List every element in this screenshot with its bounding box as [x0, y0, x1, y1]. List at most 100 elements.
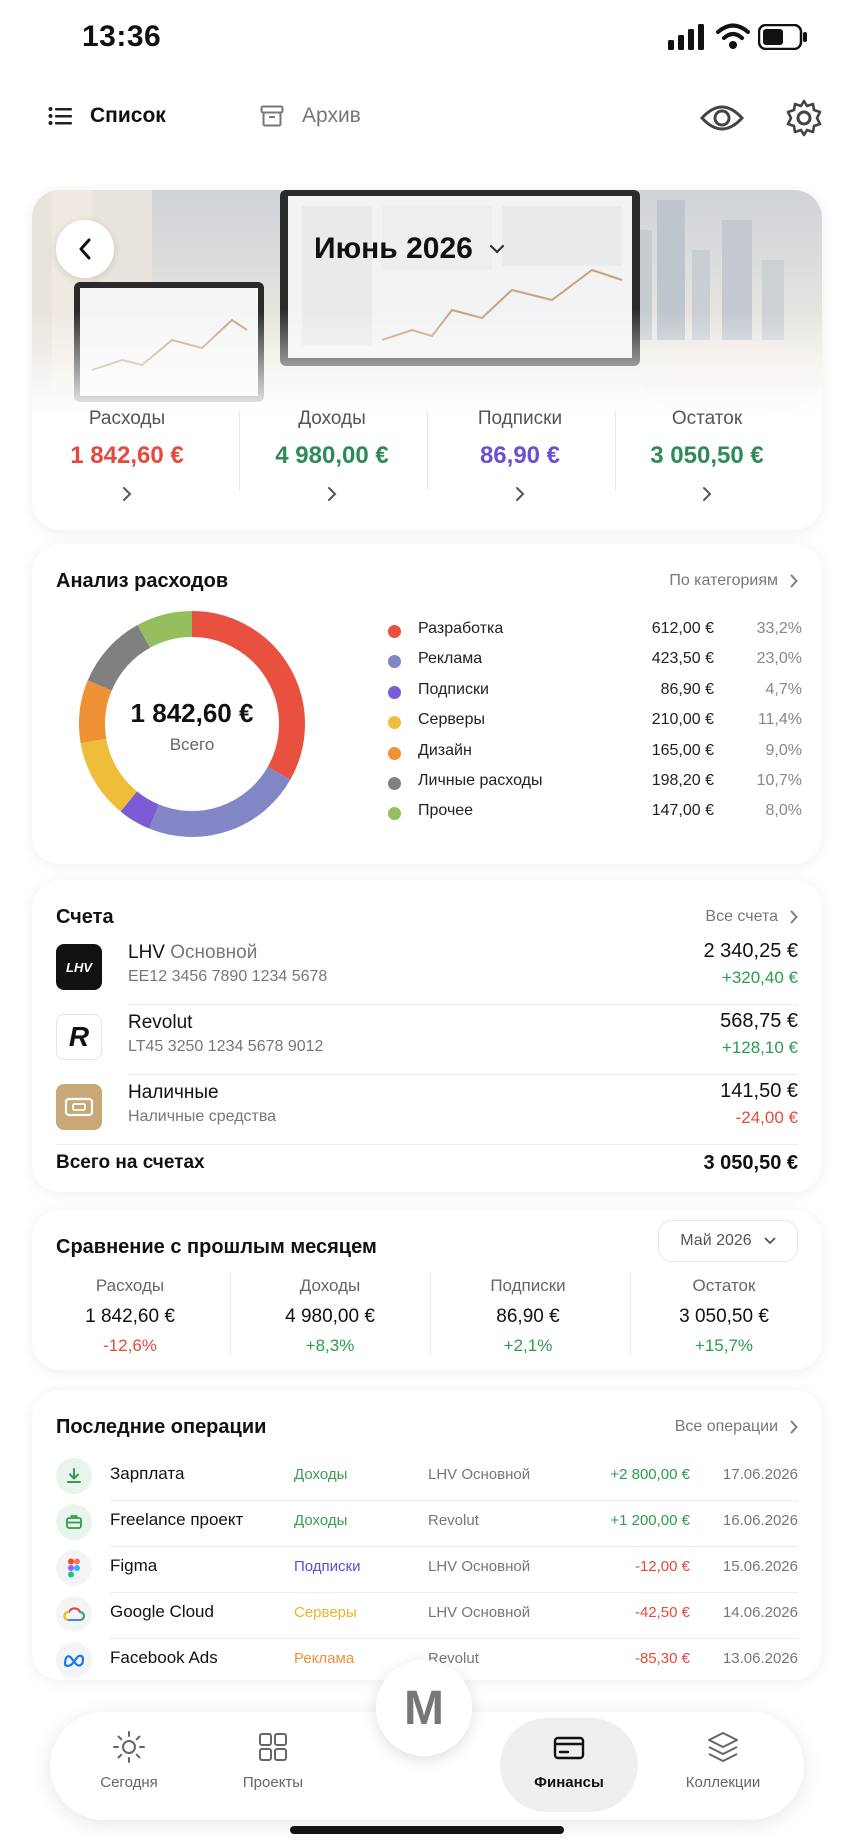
legend-item: Личные расходы 198,20 € 10,7% [388, 770, 802, 800]
compare-pct: +2,1% [503, 1336, 553, 1355]
revolut-logo-text: R [68, 1021, 90, 1052]
nav-collections-label: Коллекции [685, 1774, 761, 1791]
comparison-period-select[interactable]: Май 2026 [658, 1220, 798, 1262]
lhv-logo: LHV [56, 944, 102, 990]
operation-row[interactable]: Freelance проект Доходы Revolut +1 200,0… [56, 1500, 798, 1546]
nav-today[interactable]: Сегодня [64, 1730, 194, 1791]
compare-balance: Остаток 3 050,50 € +15,7% [626, 1276, 822, 1356]
account-name: Revolut [128, 1012, 193, 1033]
wifi-icon [716, 23, 750, 49]
nav-finance[interactable]: Финансы [504, 1730, 634, 1791]
tab-archive-label: Архив [302, 104, 361, 127]
legend-dot [388, 655, 401, 669]
nav-collections[interactable]: Коллекции [658, 1730, 788, 1791]
google-cloud-icon [56, 1596, 92, 1632]
legend-amount: 198,20 € [651, 771, 714, 789]
operation-category: Реклама [294, 1650, 355, 1667]
account-iban: LT45 3250 1234 5678 9012 [128, 1038, 324, 1055]
account-sub: Основной [170, 942, 258, 963]
nav-today-label: Сегодня [100, 1774, 158, 1791]
stat-balance-value: 3 050,50 € [650, 442, 764, 469]
list-icon [48, 107, 72, 125]
all-operations-link[interactable]: Все операции [675, 1418, 798, 1436]
legend-dot [388, 685, 401, 699]
legend-percent: 4,7% [765, 680, 802, 698]
analysis-title: Анализ расходов [56, 570, 229, 592]
account-delta: +320,40 € [721, 968, 798, 987]
compare-label: Доходы [299, 1276, 361, 1295]
stat-balance[interactable]: Остаток 3 050,50 € [612, 408, 802, 502]
legend-item: Серверы 210,00 € 11,4% [388, 709, 802, 739]
donut-slice [80, 738, 138, 812]
nav-projects[interactable]: Проекты [208, 1730, 338, 1791]
account-row-lhv[interactable]: LHV LHV Основной EE12 3456 7890 1234 567… [56, 934, 798, 1004]
tab-list[interactable]: Список [48, 104, 166, 128]
all-accounts-label: Все счета [705, 908, 778, 925]
legend-percent: 8,0% [765, 802, 802, 820]
operation-date: 16.06.2026 [722, 1512, 798, 1529]
accounts-card: Счета Все счета LHV LHV Основной EE12 34… [32, 880, 822, 1192]
compare-income: Доходы 4 980,00 € +8,3% [232, 1276, 428, 1356]
stat-expenses[interactable]: Расходы 1 842,60 € [32, 408, 222, 502]
account-row-revolut[interactable]: R Revolut LT45 3250 1234 5678 9012 568,7… [56, 1004, 798, 1074]
eye-icon[interactable] [700, 102, 744, 134]
compare-value: 3 050,50 € [679, 1306, 769, 1327]
stat-subscriptions[interactable]: Подписки 86,90 € [425, 408, 615, 502]
previous-month-button[interactable] [56, 220, 114, 278]
operation-row[interactable]: Зарплата Доходы LHV Основной +2 800,00 €… [56, 1454, 798, 1500]
all-operations-label: Все операции [674, 1418, 778, 1435]
legend-name: Серверы [418, 711, 485, 729]
legend-name: Прочее [418, 802, 474, 820]
account-balance: 2 340,25 € [703, 940, 798, 962]
tab-archive[interactable]: Архив [260, 104, 361, 128]
stat-income[interactable]: Доходы 4 980,00 € [237, 408, 427, 502]
signal-icon [668, 24, 704, 50]
operation-row[interactable]: Figma Подписки LHV Основной -12,00 € 15.… [56, 1546, 798, 1592]
operation-name: Figma [110, 1556, 158, 1575]
operation-date: 17.06.2026 [722, 1466, 798, 1483]
center-action-label: M [404, 1681, 444, 1735]
banknote-icon [64, 1097, 94, 1117]
by-categories-link[interactable]: По категориям [669, 572, 798, 590]
operation-name: Google Cloud [110, 1602, 214, 1621]
donut-slice [149, 766, 291, 837]
stat-balance-label: Остаток [671, 408, 743, 429]
stat-subscriptions-label: Подписки [477, 408, 563, 429]
legend-amount: 86,90 € [660, 680, 714, 698]
center-action-button[interactable]: M [376, 1660, 472, 1756]
month-summary-card: Июнь 2026 Расходы 1 842,60 € Доходы 4 98… [32, 190, 822, 530]
legend-dot [388, 625, 401, 638]
legend-amount: 612,00 € [651, 620, 714, 637]
operation-category: Подписки [294, 1558, 361, 1575]
compare-pct: -12,6% [103, 1336, 157, 1355]
donut-slice [87, 624, 151, 691]
compare-value: 1 842,60 € [85, 1306, 175, 1327]
all-accounts-link[interactable]: Все счета [705, 908, 798, 926]
donut-slice [120, 791, 160, 829]
chevron-right-icon [703, 487, 712, 501]
operation-row[interactable]: Facebook Ads Реклама Revolut -85,30 € 13… [56, 1638, 798, 1680]
account-iban: Наличные средства [128, 1108, 277, 1125]
operation-row[interactable]: Google Cloud Серверы LHV Основной -42,50… [56, 1592, 798, 1638]
nav-projects-label: Проекты [242, 1774, 304, 1791]
legend-amount: 147,00 € [651, 802, 714, 820]
donut-total-value: 1 842,60 € [131, 698, 254, 728]
operation-name: Facebook Ads [110, 1648, 218, 1667]
legend-amount: 165,00 € [651, 741, 714, 759]
account-name: Наличные [128, 1082, 219, 1103]
legend-percent: 11,4% [757, 711, 802, 729]
gear-icon[interactable] [784, 98, 824, 138]
compare-pct: +8,3% [305, 1336, 355, 1355]
month-selector[interactable]: Июнь 2026 [314, 232, 505, 266]
operation-date: 15.06.2026 [722, 1558, 798, 1575]
legend-dot [388, 776, 401, 790]
donut-slice [191, 611, 305, 780]
accounts-total-value: 3 050,50 € [703, 1152, 798, 1174]
donut-slice [79, 680, 112, 744]
operation-account: LHV Основной [428, 1558, 531, 1575]
legend-name: Подписки [418, 680, 489, 698]
operation-amount: +1 200,00 € [610, 1512, 690, 1529]
account-row-cash[interactable]: Наличные Наличные средства 141,50 € -24,… [56, 1074, 798, 1144]
home-indicator[interactable] [290, 1826, 564, 1834]
